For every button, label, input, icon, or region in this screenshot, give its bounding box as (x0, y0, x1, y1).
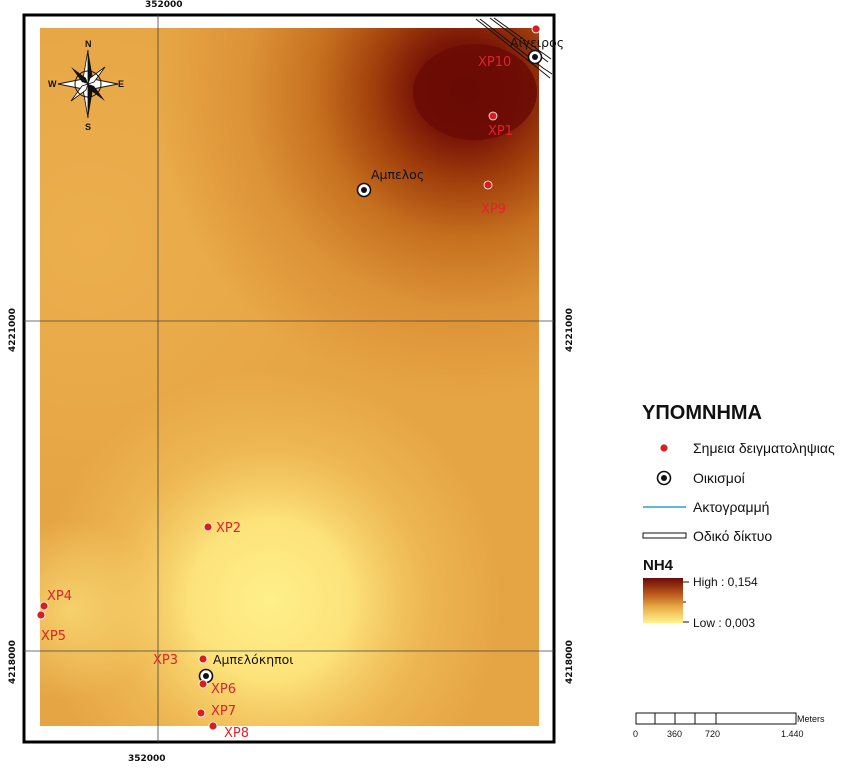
scale-tick-0: 0 (633, 729, 638, 739)
legend-variable: NH4 (643, 557, 674, 574)
legend-road-symbol (642, 532, 687, 539)
scale-unit: Meters (797, 714, 825, 724)
sampling-point-xp1[interactable]: XP1 (488, 111, 513, 139)
sampling-point-xp6[interactable]: XP6 (198, 679, 236, 697)
point-label-xp8: XP8 (224, 726, 249, 741)
legend-coast-label: Ακτογραμμή (693, 499, 769, 515)
legend: ΥΠΟΜΝΗΜΑ Σημεια δειγματοληψιας Οικισμοί … (642, 402, 835, 630)
legend-road-label: Οδικό δίκτυο (693, 528, 772, 544)
legend-color-ramp (643, 578, 683, 623)
sampling-point-xp4[interactable]: XP4 (39, 589, 72, 611)
tick-y-lower-right: 4218000 (565, 640, 575, 684)
sampling-point-xp2[interactable]: XP2 (203, 521, 241, 536)
tick-y-upper-left: 4221000 (8, 308, 18, 352)
settlement-ampelokipoi[interactable]: Αμπελόκηποι (198, 652, 294, 684)
legend-title: ΥΠΟΜΝΗΜΑ (642, 402, 762, 424)
scale-tick-1440: 1.440 (781, 729, 804, 739)
compass-n: N (85, 39, 92, 49)
legend-low-label: Low : 0,003 (693, 616, 755, 630)
point-label-xp4: XP4 (47, 589, 72, 604)
tick-x-top: 352000 (145, 0, 183, 10)
sampling-point-xp8[interactable]: XP8 (208, 721, 249, 741)
settlement-aigeiros[interactable]: Αίγειρος (510, 35, 564, 65)
sampling-point-xp7[interactable]: XP7 (196, 704, 236, 719)
point-label-xp2: XP2 (216, 521, 241, 536)
tick-y-upper-right: 4221000 (565, 308, 575, 352)
legend-sampling-label: Σημεια δειγματοληψιας (693, 440, 835, 456)
sampling-point-xp9[interactable]: XP9 (481, 180, 506, 217)
point-label-xp5: XP5 (41, 629, 66, 644)
compass-s: S (85, 122, 91, 132)
graticule (24, 15, 554, 742)
sampling-point-xp3[interactable]: XP3 (153, 653, 208, 668)
compass-w: W (48, 79, 57, 89)
scale-tick-720: 720 (705, 729, 720, 739)
legend-sampling-symbol (659, 443, 669, 453)
map-frame (22, 13, 556, 744)
point-label-xp9: XP9 (481, 202, 506, 217)
compass-e: E (118, 79, 124, 89)
sampling-point-xp5[interactable]: XP5 (36, 610, 66, 644)
nh4-surface (40, 28, 539, 726)
north-arrow: N S E W (48, 39, 124, 132)
point-label-xp10: XP10 (478, 55, 511, 70)
tick-x-bottom: 352000 (128, 754, 166, 764)
road-network (475, 17, 553, 79)
legend-high-label: High : 0,154 (693, 575, 758, 589)
point-label-xp1: XP1 (488, 124, 513, 139)
legend-settlement-dot (661, 475, 667, 481)
legend-settlement-label: Οικισμοί (693, 470, 745, 486)
settlement-label-ampelokipoi: Αμπελόκηποι (213, 652, 294, 667)
point-label-xp7: XP7 (211, 704, 236, 719)
settlement-label-ampelos: Αμπελος (371, 167, 424, 182)
sampling-point-xp10[interactable]: XP10 (478, 24, 541, 70)
sampling-points: XP10 XP1 XP9 XP2 XP4 XP5 XP3 XP6 (36, 24, 541, 741)
scale-tick-360: 360 (667, 729, 682, 739)
point-label-xp6: XP6 (211, 682, 236, 697)
settlement-label-aigeiros: Αίγειρος (510, 35, 564, 50)
tick-y-lower-left: 4218000 (8, 640, 18, 684)
scale-bar (635, 712, 797, 725)
settlement-ampelos[interactable]: Αμπελος (356, 167, 425, 198)
point-label-xp3: XP3 (153, 653, 178, 668)
